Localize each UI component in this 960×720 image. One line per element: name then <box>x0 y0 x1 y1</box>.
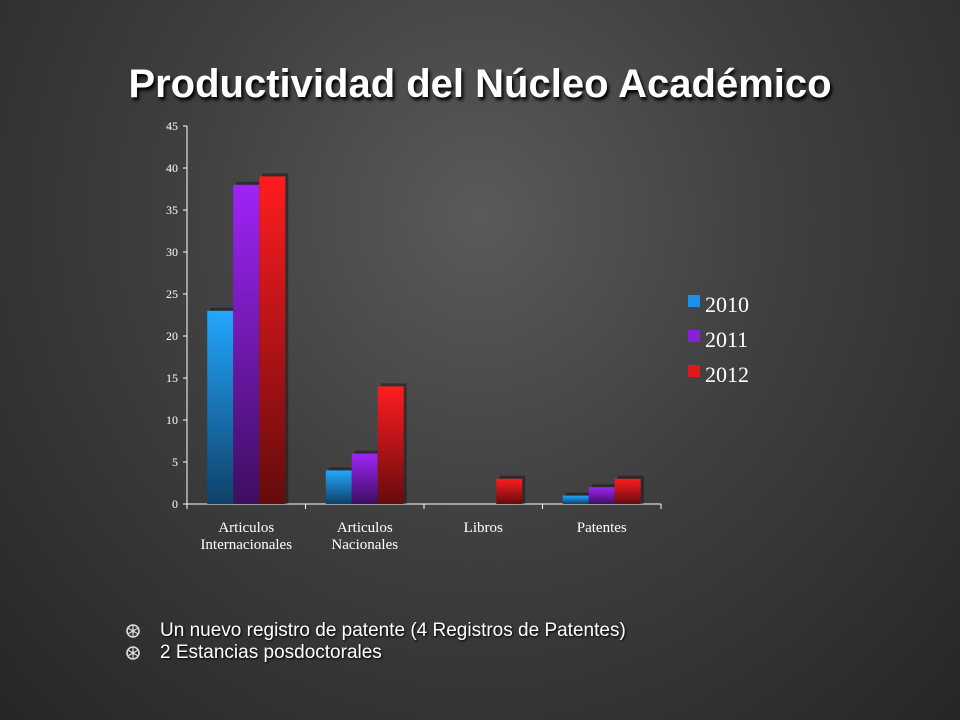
x-tick-label: Patentes <box>577 520 627 536</box>
notes-list: Un nuevo registro de patente (4 Registro… <box>126 620 626 664</box>
legend-swatch <box>688 330 700 342</box>
y-tick-label: 40 <box>166 161 178 175</box>
y-tick-label: 25 <box>166 287 178 301</box>
y-tick-label: 10 <box>166 413 178 427</box>
legend-label: 2012 <box>705 362 749 387</box>
bar <box>496 478 523 504</box>
bar <box>351 453 378 504</box>
y-tick-label: 20 <box>166 329 178 343</box>
chart-bars <box>207 173 644 505</box>
note-item: 2 Estancias posdoctorales <box>126 642 626 664</box>
y-tick-label: 5 <box>172 455 178 469</box>
bar <box>207 310 234 504</box>
bar <box>233 184 260 505</box>
bar <box>588 487 615 504</box>
note-text: 2 Estancias posdoctorales <box>160 642 382 663</box>
wheel-bullet-icon <box>126 624 140 638</box>
y-tick-label: 0 <box>172 497 178 511</box>
legend-swatch <box>688 365 700 377</box>
bar-chart: 0 5 10 15 20 25 30 35 40 45 Articulos Internaciona… <box>166 119 749 553</box>
y-tick-label: 45 <box>166 119 178 133</box>
y-tick-label: 35 <box>166 203 178 217</box>
bar <box>325 470 352 504</box>
bar <box>377 386 404 504</box>
slide-title: Productividad del Núcleo Académico <box>128 62 832 106</box>
bar <box>614 478 641 504</box>
note-item: Un nuevo registro de patente (4 Registro… <box>126 620 626 642</box>
bar <box>259 176 286 504</box>
x-tick-label: Articulos Nacionales <box>331 520 398 553</box>
y-tick-label: 30 <box>166 245 178 259</box>
x-tick-label: Articulos Internacionales <box>200 520 292 553</box>
bar <box>562 495 589 504</box>
legend-label: 2011 <box>705 327 748 352</box>
legend-label: 2010 <box>705 292 749 317</box>
wheel-bullet-icon <box>126 646 140 660</box>
legend-swatch <box>688 295 700 307</box>
x-tick-label: Libros <box>464 520 503 536</box>
y-tick-label: 15 <box>166 371 178 385</box>
note-text: Un nuevo registro de patente (4 Registro… <box>160 620 626 641</box>
chart-legend: 2010 2011 2012 <box>688 292 749 387</box>
category-labels: Articulos Internacionales Articulos Naciona… <box>200 520 626 553</box>
